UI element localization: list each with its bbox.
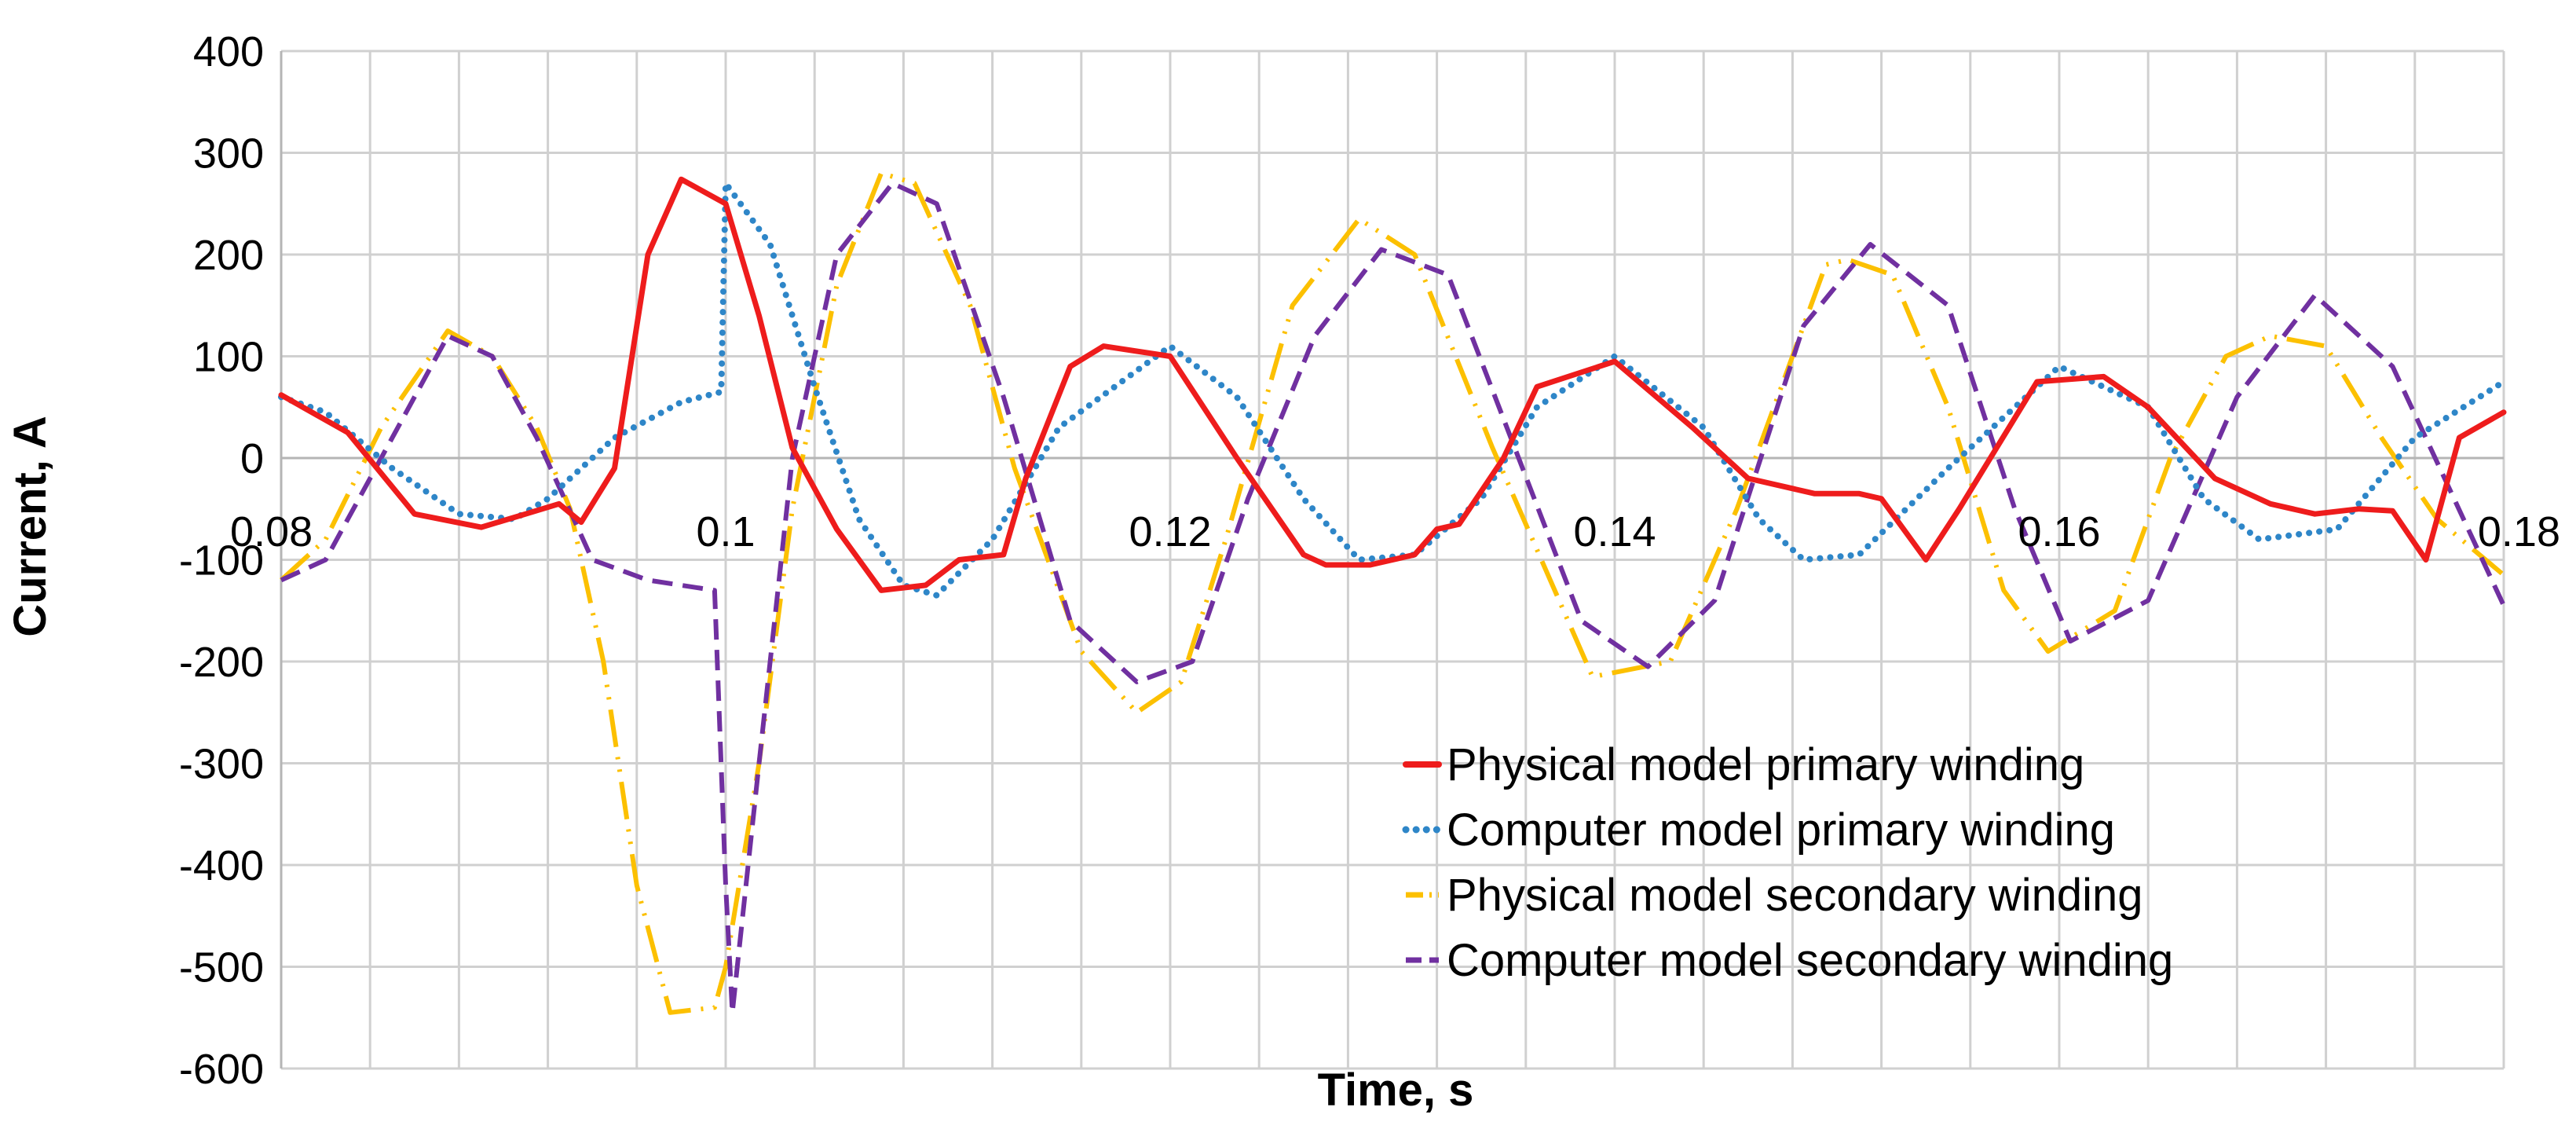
legend-label: Physical model primary winding [1447,739,2084,790]
x-tick-label: 0.12 [1129,508,1211,555]
x-tick-labels: 0.08 0.1 0.12 0.14 0.16 0.18 [230,508,2560,555]
x-tick-label: 0.14 [1573,508,1656,555]
legend-label: Physical model secondary winding [1447,870,2143,921]
y-tick-label: -300 [179,741,264,788]
axes [280,51,2504,1069]
y-tick-label: 100 [193,334,264,381]
y-axis-title: Current, A [5,416,56,636]
series-line-4 [280,181,2506,1015]
series-line-2 [278,180,2507,599]
y-tick-label: -100 [179,537,264,585]
legend: Physical model primary winding Computer m… [1402,739,2173,986]
legend-label: Computer model primary winding [1447,805,2115,856]
y-tick-label: -400 [179,842,264,889]
x-tick-label: 0.16 [2018,508,2100,555]
series-line-1 [278,176,2507,593]
series-line-3 [279,170,2505,1015]
y-tick-label: 200 [193,232,264,279]
y-tick-label: 400 [193,28,264,75]
series-lines [278,170,2507,1015]
x-axis-title: Time, s [1318,1065,1474,1116]
y-tick-label: -200 [179,639,264,686]
x-tick-label: 0.1 [696,508,755,555]
y-tick-label: -600 [179,1046,264,1093]
x-tick-label: 0.18 [2478,508,2560,555]
y-tick-label: 0 [240,435,264,482]
x-tick-label: 0.08 [230,508,313,555]
y-tick-label: 300 [193,130,264,178]
legend-label: Computer model secondary winding [1447,935,2173,986]
y-tick-labels: -600 -500 -400 -300 -200 -100 0 100 200 300 400 [179,28,264,1093]
y-tick-label: -500 [179,944,264,992]
